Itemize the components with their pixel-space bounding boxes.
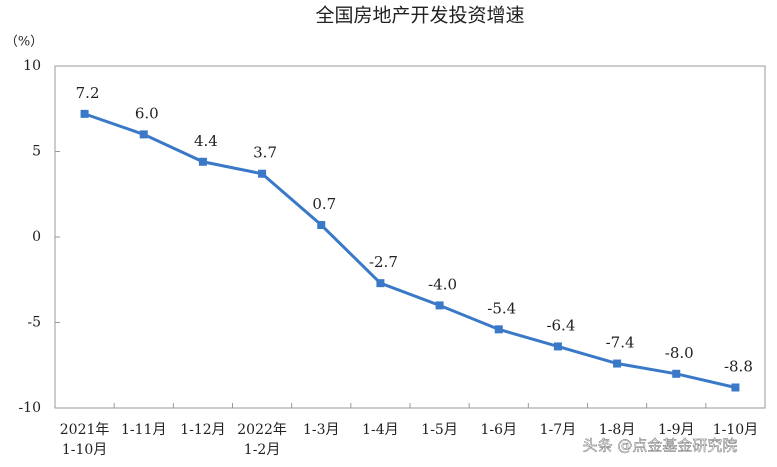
x-tick-label: 1-5月 [421,422,458,438]
x-tick-label: 1-8月 [599,422,636,438]
data-label: 3.7 [253,144,277,162]
point [553,342,562,351]
data-label: 4.4 [194,132,218,150]
point [80,109,89,118]
x-tick-label: 1-7月 [540,422,577,438]
x-tick-label: 1-10月 [713,422,758,438]
data-label: -5.4 [487,299,516,317]
point [435,301,444,310]
point [731,383,740,392]
point [139,130,148,139]
point [376,279,385,288]
x-tick-label: 1-4月 [362,422,399,438]
data-label: -4.0 [428,275,457,293]
data-label: 7.2 [76,84,100,102]
x-tick-label: 1-11月 [121,422,166,438]
x-tick-label: 1-12月 [180,422,225,438]
point [198,157,207,166]
point [672,369,681,378]
data-label: 0.7 [312,195,336,213]
y-tick-label: 10 [23,58,41,74]
data-label: -2.7 [369,253,398,271]
y-tick-label: -5 [27,315,41,331]
data-label: -8.8 [724,357,753,375]
point [494,325,503,334]
data-label: 6.0 [135,104,159,122]
plot-frame [54,65,766,409]
x-tick-label: 2022年 1-2月 [237,422,287,458]
watermark: 头条 @点金基金研究院 [583,437,738,455]
x-tick-label: 1-6月 [480,422,517,438]
series-line [84,112,736,389]
y-tick-label: 0 [32,229,41,245]
x-tick-label: 2021年 1-10月 [60,422,110,458]
y-tick-label: -10 [18,400,41,416]
point [258,169,267,178]
data-label: -8.0 [665,344,694,362]
point [613,359,622,368]
chart-title: 全国房地产开发投资增速 [315,5,524,27]
x-tick-label: 1-3月 [303,422,340,438]
data-label: -6.4 [546,316,575,334]
x-tick-label: 1-9月 [658,422,695,438]
data-label: -7.4 [606,334,635,352]
y-tick-label: 5 [32,144,41,160]
y-unit: （%） [5,35,43,50]
point [317,221,326,230]
